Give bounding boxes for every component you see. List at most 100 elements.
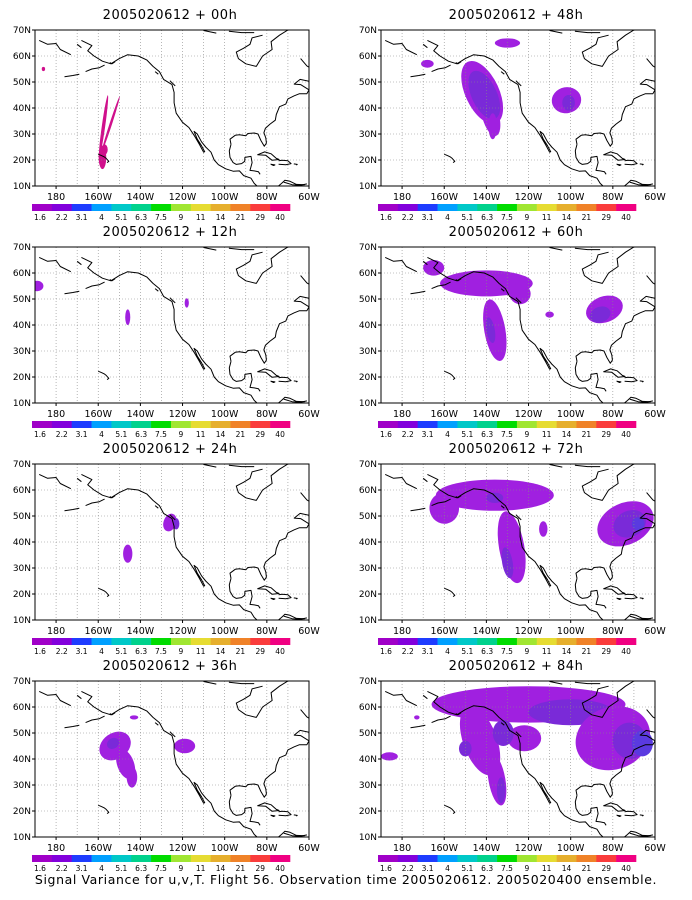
colorbar-label: 11 xyxy=(542,864,552,873)
colorbar-swatch xyxy=(230,204,251,211)
colorbar-label: 40 xyxy=(275,213,285,222)
lon-tick-label: 80W xyxy=(256,843,278,854)
map-canvas: 70N 60N 50N 40N 30N 20N 10N 180 160W 140W 120W 100W… xyxy=(359,460,667,656)
grid-lines xyxy=(381,30,655,186)
panel-title: 2005020612 + 48h xyxy=(448,8,584,23)
panel-title: 2005020612 + 72h xyxy=(448,442,584,457)
grid-lines xyxy=(381,464,655,620)
colorbar-swatch xyxy=(596,421,617,428)
lon-tick-label: 140W xyxy=(127,626,155,637)
map-panel-36h: 2005020612 + 36h 70N 60N 50N 40N 30N 20N 10N 18… xyxy=(10,659,330,873)
map-canvas: 70N 60N 50N 40N 30N 20N 10N 180 160W 140W 120W 100W… xyxy=(13,26,321,222)
colorbar-label: 3.1 xyxy=(422,647,434,656)
lon-tick-label: 160W xyxy=(430,626,458,637)
variance-contour xyxy=(509,283,531,305)
lon-tick-label: 160W xyxy=(430,409,458,420)
lon-tick-label: 60W xyxy=(298,843,320,854)
colorbar-label: 11 xyxy=(196,213,206,222)
colorbar-label: 40 xyxy=(275,864,285,873)
variance-contour xyxy=(107,737,119,749)
colorbar-swatch xyxy=(230,638,251,645)
colorbar-swatch xyxy=(576,855,597,862)
colorbar-label: 6.3 xyxy=(481,430,493,439)
colorbar-label: 21 xyxy=(582,430,592,439)
colorbar-swatch xyxy=(51,638,72,645)
map-panel-60h: 2005020612 + 60h 70N 60N 50N 40N 30N 20N 10N 18… xyxy=(356,225,676,439)
lat-tick-label: 30N xyxy=(359,564,377,574)
colorbar-label: 6.3 xyxy=(135,647,147,656)
lon-tick-label: 80W xyxy=(602,192,624,203)
colorbar-swatch xyxy=(270,421,291,428)
colorbar-label: 5.1 xyxy=(461,864,473,873)
colorbar-swatch xyxy=(111,204,132,211)
colorbar-swatch xyxy=(477,638,498,645)
lat-tick-label: 60N xyxy=(359,269,377,279)
colorbar-label: 14 xyxy=(562,213,572,222)
lat-tick-label: 60N xyxy=(13,703,31,713)
lat-tick-label: 20N xyxy=(359,590,377,600)
colorbar-swatch xyxy=(576,638,597,645)
variance-contour xyxy=(485,317,496,344)
lon-tick-label: 60W xyxy=(644,626,666,637)
colorbar-label: 40 xyxy=(621,430,631,439)
lon-tick-label: 100W xyxy=(557,409,585,420)
lon-tick-label: 60W xyxy=(644,409,666,420)
colorbar-swatch xyxy=(32,855,53,862)
colorbar: 1.6 2.2 3.1 4 5.1 6.3 7.5 9 11 14 21 29 40 xyxy=(32,855,291,873)
colorbar-label: 2.2 xyxy=(402,213,414,222)
colorbar-swatch xyxy=(378,855,399,862)
colorbar-swatch xyxy=(378,638,399,645)
colorbar-swatch xyxy=(397,638,418,645)
colorbar-swatch xyxy=(536,204,557,211)
colorbar-label: 1.6 xyxy=(380,647,392,656)
colorbar-label: 3.1 xyxy=(422,864,434,873)
coastlines xyxy=(384,30,655,186)
lat-tick-label: 30N xyxy=(13,130,31,140)
colorbar-swatch xyxy=(250,638,271,645)
colorbar-label: 11 xyxy=(196,430,206,439)
colorbar-swatch xyxy=(250,855,271,862)
colorbar-label: 9 xyxy=(178,430,183,439)
colorbar-swatch xyxy=(457,421,478,428)
lat-tick-label: 50N xyxy=(359,729,377,739)
colorbar-swatch xyxy=(151,638,172,645)
colorbar-swatch xyxy=(556,855,577,862)
colorbar-swatch xyxy=(250,421,271,428)
lon-tick-label: 160W xyxy=(84,843,112,854)
lat-tick-label: 30N xyxy=(359,347,377,357)
variance-contour xyxy=(35,280,44,292)
colorbar-label: 14 xyxy=(562,430,572,439)
lon-tick-label: 140W xyxy=(473,409,501,420)
lon-tick-label: 80W xyxy=(602,626,624,637)
colorbar-swatch xyxy=(616,638,637,645)
colorbar-label: 2.2 xyxy=(56,430,68,439)
lat-tick-label: 40N xyxy=(359,104,377,114)
colorbar-swatch xyxy=(556,204,577,211)
colorbar-swatch xyxy=(111,855,132,862)
lon-tick-label: 80W xyxy=(256,409,278,420)
lon-tick-label: 80W xyxy=(256,192,278,203)
colorbar-label: 40 xyxy=(621,213,631,222)
lat-tick-label: 10N xyxy=(13,616,31,626)
panel-title: 2005020612 + 60h xyxy=(448,225,584,240)
colorbar-label: 4 xyxy=(99,647,104,656)
colorbar-swatch xyxy=(91,421,112,428)
lat-tick-label: 30N xyxy=(13,781,31,791)
lon-tick-label: 120W xyxy=(515,409,543,420)
colorbar-label: 14 xyxy=(216,647,226,656)
colorbar-swatch xyxy=(576,204,597,211)
colorbar: 1.6 2.2 3.1 4 5.1 6.3 7.5 9 11 14 21 29 40 xyxy=(378,638,637,656)
colorbar-swatch xyxy=(516,855,538,862)
colorbar-label: 1.6 xyxy=(380,864,392,873)
lat-tick-label: 30N xyxy=(359,781,377,791)
colorbar-swatch xyxy=(151,204,172,211)
variance-contour xyxy=(101,96,120,151)
lon-tick-label: 140W xyxy=(473,192,501,203)
lat-tick-label: 10N xyxy=(359,616,377,626)
variance-contour xyxy=(173,518,180,530)
variance-contour xyxy=(562,95,575,111)
colorbar-label: 2.2 xyxy=(402,430,414,439)
lon-tick-label: 180 xyxy=(47,843,65,854)
lat-tick-label: 40N xyxy=(359,755,377,765)
lat-tick-label: 40N xyxy=(13,104,31,114)
